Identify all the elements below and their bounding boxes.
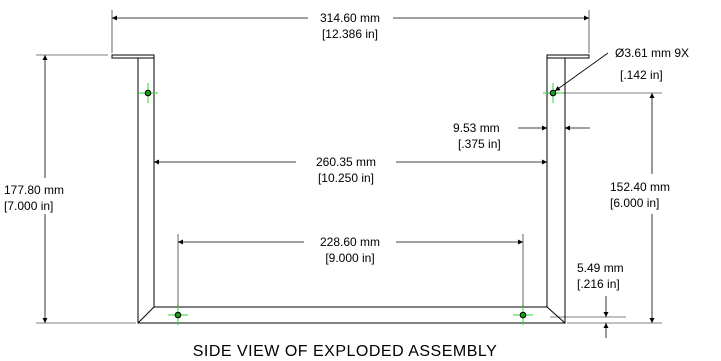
hole-height-metric: 152.40 mm (610, 180, 670, 194)
hole-height-imperial: [6.000 in] (610, 196, 659, 210)
bracket-outline (111, 54, 590, 324)
dimension-overall-height: 177.80 mm [7.000 in] (4, 54, 136, 324)
overall-width-imperial: [12.386 in] (322, 27, 378, 41)
hole-marker-bottom-left (168, 305, 188, 325)
dimension-hole-height: 152.40 mm [6.000 in] (563, 92, 670, 324)
dimension-wall-thickness: 9.53 mm [.375 in] (453, 121, 590, 151)
dimension-hole-spacing: 228.60 mm [9.000 in] (177, 234, 524, 306)
inner-width-imperial: [10.250 in] (318, 171, 374, 185)
hole-marker-top-left (138, 83, 158, 103)
dimension-base-offset: 5.49 mm [.216 in] (550, 261, 626, 338)
base-offset-metric: 5.49 mm (577, 261, 624, 275)
dimension-inner-width: 260.35 mm [10.250 in] (154, 155, 547, 185)
callout-hole-diameter: Ø3.61 mm 9X [.142 in] (554, 46, 689, 92)
overall-width-metric: 314.60 mm (320, 11, 380, 25)
hole-diameter-metric: Ø3.61 mm 9X (615, 46, 689, 60)
wall-thickness-imperial: [.375 in] (458, 137, 501, 151)
base-offset-imperial: [.216 in] (577, 277, 620, 291)
hole-marker-top-right (543, 83, 563, 103)
hole-spacing-metric: 228.60 mm (320, 235, 380, 249)
overall-height-metric: 177.80 mm (4, 183, 64, 197)
wall-thickness-metric: 9.53 mm (453, 121, 500, 135)
overall-height-imperial: [7.000 in] (4, 199, 53, 213)
inner-width-metric: 260.35 mm (316, 155, 376, 169)
hole-spacing-imperial: [9.000 in] (325, 251, 374, 265)
dimension-overall-width: 314.60 mm [12.386 in] (111, 10, 590, 53)
hole-marker-bottom-right (513, 305, 533, 325)
hole-diameter-imperial: [.142 in] (620, 68, 663, 82)
drawing-caption: SIDE VIEW OF EXPLODED ASSEMBLY (193, 343, 498, 360)
